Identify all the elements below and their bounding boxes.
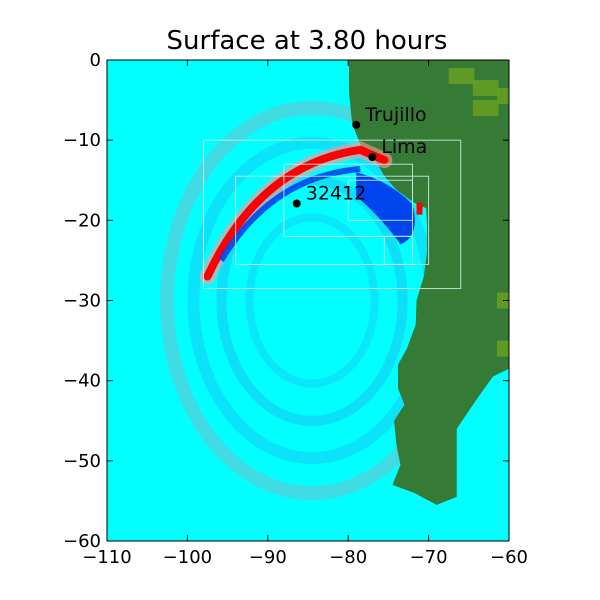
y-tick-label: −40 [63,371,101,392]
amr-patch [347,179,414,221]
plot-title: Surface at 3.80 hours [166,26,448,56]
location-markers: Trujillo Lima 32412 [292,104,427,208]
y-tick-label: −30 [63,291,101,312]
y-tick-label: −10 [63,130,101,151]
location-marker [352,120,361,129]
land-layer [349,60,509,505]
x-tick-label: −70 [410,547,448,568]
x-tick-label: −80 [329,547,367,568]
highland-cell [496,88,509,105]
highland-cell [496,340,509,357]
y-tick-label: 0 [90,50,101,71]
wave-crest [203,145,389,281]
location-marker [292,199,301,208]
location-label: Lima [381,136,427,158]
highland-cell [472,80,499,97]
highland-cell [496,292,509,309]
amr-patch [235,175,430,265]
axis-ticks: −110 −100 −90 −80 −70 −60 0 −10 −20 −30 −40 −50 −60 [63,50,528,568]
wave-trough [356,172,415,245]
y-tick-label: −50 [63,451,101,472]
amr-patch [202,139,462,289]
location-label: 32412 [306,182,366,204]
highland-cell [448,68,475,85]
x-tick-label: −60 [490,547,528,568]
highland-cell [472,100,499,117]
amr-patch [383,235,414,265]
location-marker [368,153,377,162]
wake-ring [245,213,379,388]
location-label: Trujillo [364,104,426,126]
wave-front-layer [199,141,423,285]
coastal-crest [416,202,423,215]
amr-patch-layer [202,139,462,289]
x-tick-label: −90 [249,547,287,568]
land-area [349,60,509,505]
y-tick-label: −60 [63,531,101,552]
x-tick-label: −110 [82,547,131,568]
wave-trough-line [218,166,361,262]
y-tick-label: −20 [63,210,101,231]
x-tick-label: −100 [163,547,212,568]
